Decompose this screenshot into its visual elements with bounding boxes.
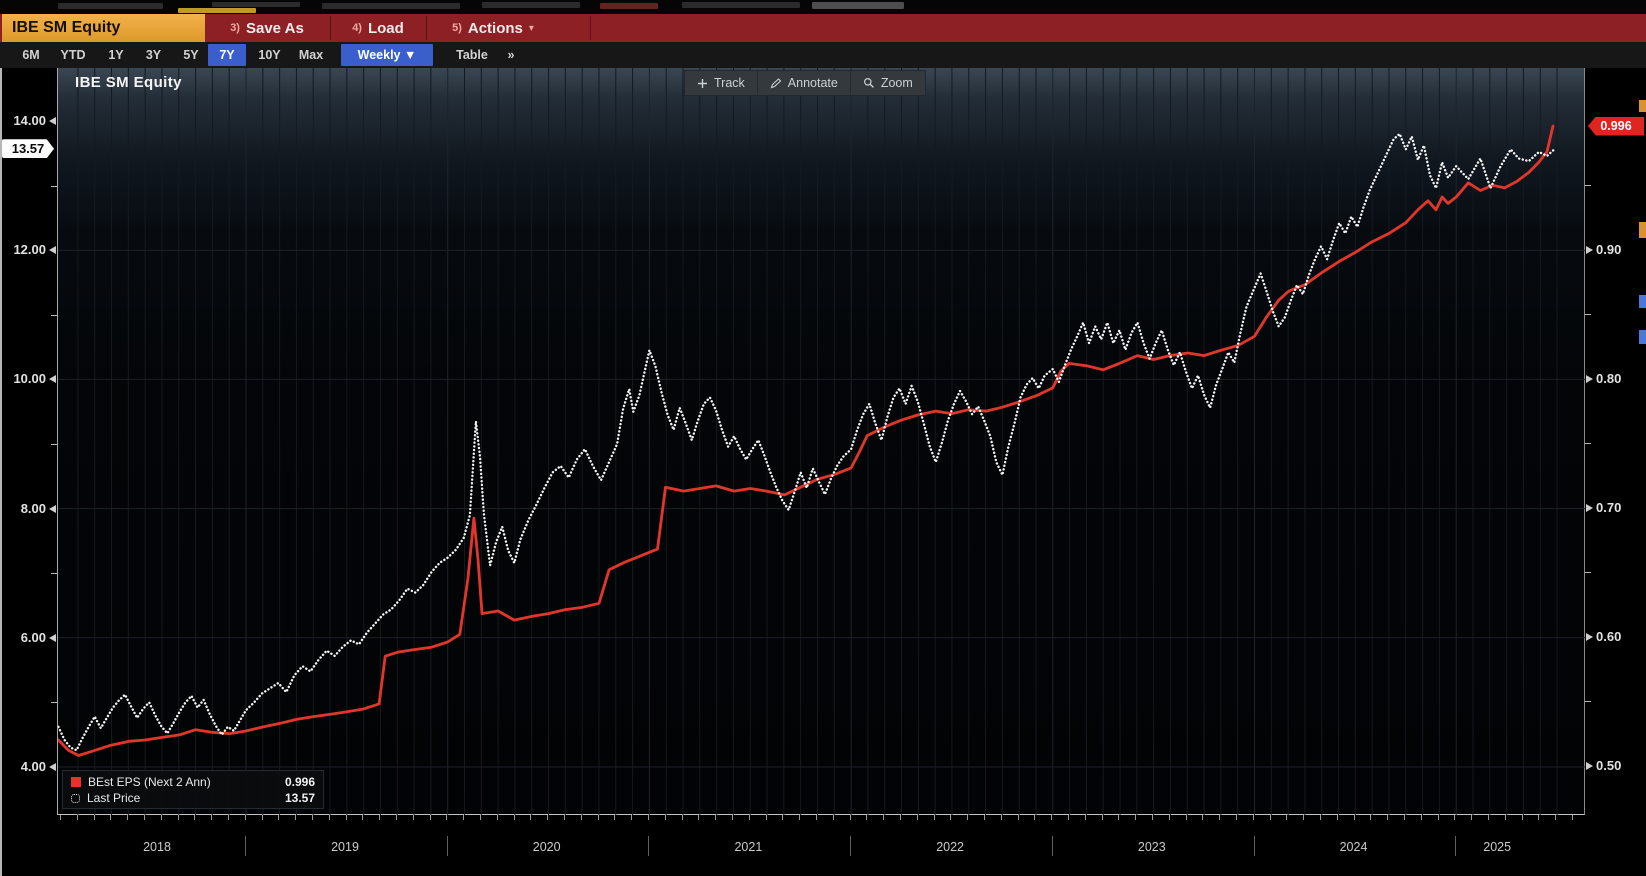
edge-artifact (1639, 100, 1646, 112)
menu-bar: IBE SM Equity 3) Save As 4) Load 5) Acti… (0, 14, 1646, 43)
chart-legend: BEst EPS (Next 2 Ann) 0.996 Last Price 1… (62, 770, 324, 809)
year-label-2021: 2021 (734, 840, 763, 854)
right-axis-label: 0.60 (1596, 628, 1622, 644)
axis-minor-tick (51, 573, 57, 575)
edge-artifact (1639, 295, 1646, 308)
right-axis-label: 0.70 (1596, 499, 1622, 515)
axis-tick-marker (49, 504, 56, 513)
price-line (57, 131, 1557, 752)
more-options-button[interactable]: » (507, 48, 515, 62)
axis-minor-tick (51, 444, 57, 445)
save-as-key: 3) (230, 22, 240, 34)
eps-line (57, 124, 1555, 757)
right-axis-label: 0.50 (1596, 757, 1622, 773)
year-divider (1051, 836, 1053, 856)
year-label-2020: 2020 (532, 840, 561, 854)
year-label-2025: 2025 (1483, 840, 1512, 854)
price-legend-value: 13.57 (284, 791, 315, 805)
chart-plot-area[interactable] (57, 68, 1586, 815)
chevron-down-icon: ▾ (528, 22, 534, 34)
zoom-button[interactable]: Zoom (851, 71, 925, 95)
frequency-dropdown[interactable]: Weekly ▼ (341, 44, 433, 66)
highlight-fragment (178, 8, 256, 13)
axis-tick-marker (49, 246, 56, 255)
year-label-2018: 2018 (143, 840, 171, 854)
chart-title: IBE SM Equity (75, 74, 182, 91)
axis-tick-marker (1586, 503, 1593, 512)
period-5y[interactable]: 5Y (183, 48, 199, 62)
period-1y[interactable]: 1Y (108, 48, 124, 62)
axis-tick-marker (49, 633, 56, 642)
eps-legend-value: 0.996 (284, 775, 315, 789)
last-price-badge: 13.57 (2, 139, 54, 159)
chart-tools-bar: Track Annotate Zoom (684, 70, 926, 96)
right-axis-label: 0.90 (1596, 241, 1622, 257)
axis-minor-tick (1585, 572, 1591, 574)
edge-artifact (1639, 330, 1646, 344)
period-toolbar: 6M YTD 1Y 3Y 5Y 7Y 10Y Max Weekly ▼ Table » (0, 42, 1646, 69)
x-axis-ticks (57, 815, 1585, 822)
left-axis-label: 8.00 (20, 500, 46, 516)
year-divider (446, 836, 448, 856)
left-axis-label: 12.00 (13, 242, 46, 258)
left-axis-label: 4.00 (20, 759, 46, 774)
actions-menu-button[interactable]: 5) Actions ▾ (452, 19, 534, 37)
year-divider (245, 836, 246, 856)
legend-item-price[interactable]: Last Price 13.57 (71, 790, 315, 806)
axis-tick-marker (49, 375, 56, 384)
axis-tick-marker (49, 763, 56, 771)
axis-minor-tick (1585, 185, 1591, 187)
axis-tick-marker (49, 117, 56, 125)
annotate-button[interactable]: Annotate (758, 71, 851, 95)
year-divider (1455, 836, 1457, 856)
year-label-2023: 2023 (1137, 840, 1166, 854)
load-key: 4) (352, 22, 362, 34)
x-axis-year-labels: 2018 2019 2020 2021 2022 2023 2024 2025 (57, 836, 1585, 860)
left-axis-label: 14.00 (13, 113, 46, 128)
price-series-swatch (71, 793, 80, 803)
eps-value-badge: 0.996 (1588, 116, 1644, 136)
axis-minor-tick (1585, 314, 1591, 316)
period-3y[interactable]: 3Y (145, 48, 162, 62)
axis-minor-tick (51, 702, 57, 704)
load-button[interactable]: 4) Load (352, 19, 404, 37)
axis-minor-tick (1585, 701, 1591, 703)
left-axis-label: 10.00 (13, 371, 46, 387)
plus-icon (698, 78, 707, 88)
year-divider (850, 836, 852, 856)
axis-minor-tick (51, 185, 57, 187)
save-as-button[interactable]: 3) Save As (230, 19, 304, 37)
axis-minor-tick (51, 314, 57, 316)
year-label-2024: 2024 (1339, 840, 1368, 854)
magnifier-icon (863, 78, 874, 88)
right-axis-label: 0.80 (1596, 370, 1622, 386)
window-left-edge (0, 68, 2, 876)
year-divider (1253, 836, 1255, 856)
axis-tick-marker (1586, 761, 1593, 770)
track-button[interactable]: Track (685, 71, 758, 95)
year-divider (648, 836, 650, 856)
year-label-2022: 2022 (936, 840, 964, 854)
legend-item-eps[interactable]: BEst EPS (Next 2 Ann) 0.996 (71, 774, 315, 790)
period-7y[interactable]: 7Y (208, 44, 246, 66)
left-axis-label: 6.00 (20, 629, 46, 645)
period-ytd[interactable]: YTD (60, 48, 86, 62)
cutoff-top-strip (0, 0, 1646, 14)
edge-artifact (1639, 222, 1646, 238)
axis-tick-marker (1586, 374, 1593, 383)
eps-series-swatch (71, 777, 81, 787)
year-label-2019: 2019 (331, 840, 359, 854)
axis-minor-tick (1585, 443, 1591, 445)
period-6m[interactable]: 6M (22, 48, 40, 62)
period-10y[interactable]: 10Y (258, 48, 281, 62)
pencil-icon (770, 77, 782, 88)
table-button[interactable]: Table (456, 48, 488, 62)
period-max[interactable]: Max (298, 48, 324, 62)
chart-canvas (57, 68, 1586, 815)
security-field[interactable]: IBE SM Equity (2, 14, 205, 42)
axis-tick-marker (1586, 245, 1593, 254)
axis-tick-marker (1586, 632, 1593, 641)
actions-key: 5) (452, 22, 462, 34)
